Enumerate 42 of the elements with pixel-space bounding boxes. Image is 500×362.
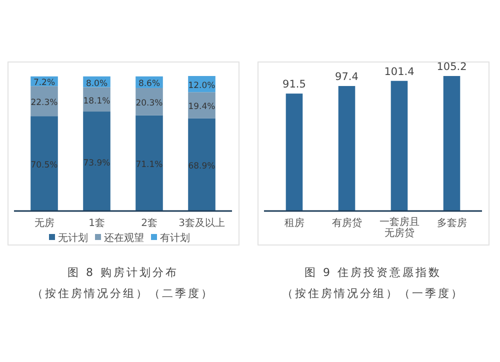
bar — [83, 112, 110, 211]
legend-label: 有计划 — [160, 232, 190, 244]
data-label: 19.4% — [188, 102, 216, 112]
data-label: 71.1% — [136, 160, 163, 170]
x-tick-label: 有房贷 — [332, 217, 362, 229]
legend-label: 还在观望 — [104, 232, 144, 244]
data-label: 91.5 — [282, 78, 306, 91]
data-label: 12.0% — [188, 81, 216, 92]
data-label: 105.2 — [436, 61, 467, 73]
bar — [136, 88, 163, 116]
bar — [286, 94, 303, 211]
text: （按住房情况分组）（二季度） — [32, 287, 214, 300]
x-tick-label: 1套 — [88, 217, 105, 229]
x-tick-label: 多套房 — [436, 217, 467, 229]
legend-label: 无计划 — [58, 232, 88, 244]
data-label: 18.1% — [83, 96, 110, 106]
x-tick-label: 3套及以上 — [178, 217, 225, 229]
data-label: 68.9% — [188, 162, 216, 172]
x-tick-label: 租房 — [284, 217, 304, 229]
x-tick-label: 一套房且无房贷 — [379, 216, 420, 239]
text: （按住房情况分组）（一季度） — [282, 287, 464, 300]
data-label: 8.6% — [138, 79, 160, 90]
bar — [188, 118, 216, 211]
bar — [30, 86, 58, 116]
bar — [390, 80, 408, 211]
data-label: 97.4 — [335, 71, 359, 84]
bar — [338, 86, 356, 211]
x-tick-label: 2套 — [141, 217, 158, 229]
data-label: 70.5% — [30, 160, 58, 171]
x-tick-label: 无房 — [34, 217, 54, 229]
data-label: 73.9% — [83, 158, 110, 168]
bar — [443, 76, 460, 211]
data-label: 7.2% — [33, 78, 56, 88]
bar — [136, 115, 163, 211]
data-label: 20.3% — [136, 98, 163, 109]
data-label: 101.4 — [384, 66, 415, 78]
bar — [30, 116, 58, 211]
bar — [188, 92, 216, 118]
text: 图 8 购房计划分布 — [68, 266, 178, 279]
data-label: 8.0% — [86, 78, 108, 89]
text: 图 9 住房投资意愿指数 — [304, 266, 442, 279]
data-label: 22.3% — [30, 98, 58, 108]
